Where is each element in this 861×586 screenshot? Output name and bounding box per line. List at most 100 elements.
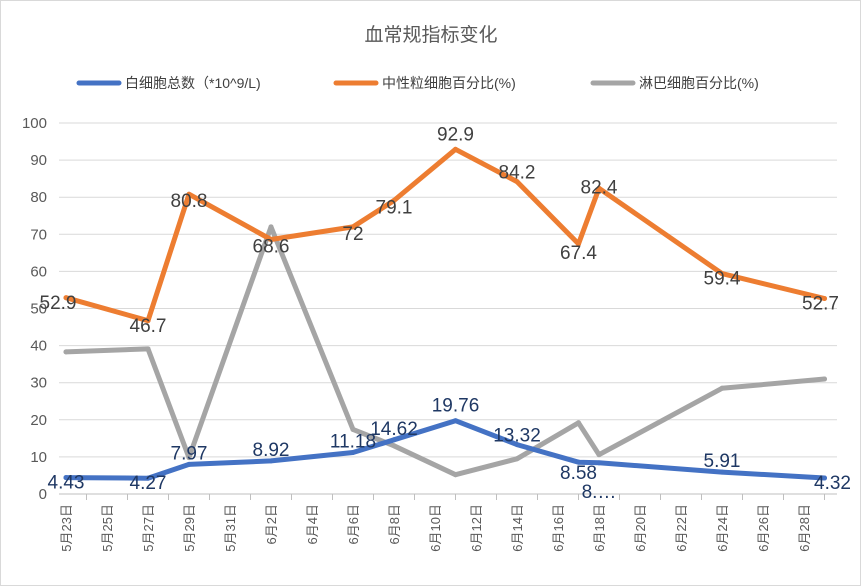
data-label: 7.97	[171, 443, 208, 464]
x-tick-label: 6月10日	[428, 504, 443, 552]
y-tick-label: 80	[30, 189, 47, 206]
data-point	[350, 426, 356, 432]
data-point	[63, 349, 69, 355]
y-tick-label: 40	[30, 338, 47, 355]
data-point	[453, 418, 458, 424]
data-point	[453, 146, 458, 152]
x-tick-label: 6月6日	[346, 504, 361, 544]
series-line	[63, 418, 827, 481]
x-tick-label: 6月20日	[633, 504, 648, 552]
series-line	[63, 224, 827, 478]
data-point	[822, 376, 827, 382]
x-tick-label: 5月31日	[223, 504, 238, 552]
data-point	[145, 475, 151, 481]
x-tick-label: 5月25日	[100, 504, 115, 552]
data-point	[719, 271, 725, 277]
data-label: 79.1	[376, 198, 413, 219]
x-tick-label: 5月27日	[141, 504, 156, 552]
data-point	[822, 295, 827, 301]
data-point	[186, 455, 192, 461]
x-tick-label: 6月16日	[551, 504, 566, 552]
data-label: 11.18	[330, 432, 376, 453]
data-label: 84.2	[499, 163, 536, 184]
data-label: 72	[342, 224, 363, 245]
data-point	[453, 472, 458, 478]
data-label: 82.4	[581, 177, 618, 198]
x-tick-label: 6月24日	[715, 504, 730, 552]
data-point	[186, 191, 192, 197]
data-label: 59.4	[704, 269, 741, 290]
legend: 白细胞总数（*10^9/L) 中性粒细胞百分比(%) 淋巴细胞百分比(%)	[76, 75, 759, 91]
data-point	[576, 420, 581, 426]
x-axis: 5月23日 5月25日 5月27日 5月29日 5月31日 6月2日 6月4日 6月6日 6月8…	[59, 494, 825, 552]
data-point	[350, 224, 356, 230]
gridlines	[59, 122, 837, 495]
legend-label: 白细胞总数（*10^9/L)	[125, 75, 261, 91]
data-label: 46.7	[130, 316, 167, 337]
y-tick-label: 20	[30, 412, 47, 429]
data-point	[268, 224, 274, 230]
data-point	[63, 475, 69, 481]
y-tick-label: 0	[39, 486, 47, 503]
x-tick-label: 5月23日	[59, 504, 74, 552]
data-label: 14.62	[370, 419, 418, 440]
y-tick-label: 70	[30, 226, 47, 243]
data-point	[514, 179, 520, 185]
x-tick-label: 6月26日	[756, 504, 771, 552]
data-point	[350, 450, 356, 456]
data-label: 5.91	[704, 451, 741, 472]
data-point	[145, 346, 151, 352]
data-point	[63, 295, 69, 301]
data-point	[514, 442, 520, 448]
data-point	[576, 241, 581, 247]
data-point	[391, 443, 397, 449]
y-tick-label: 90	[30, 152, 47, 169]
data-label: 67.4	[560, 243, 597, 264]
data-label: 8.58	[560, 463, 597, 484]
data-label: 92.9	[437, 124, 474, 145]
data-point	[145, 318, 151, 324]
data-label: 13.32	[493, 426, 541, 447]
data-label: 8.92	[253, 440, 290, 461]
data-point	[822, 475, 827, 481]
x-tick-label: 6月2日	[264, 504, 279, 544]
y-tick-label: 30	[30, 375, 47, 392]
series-line	[63, 146, 827, 324]
y-tick-label: 100	[22, 115, 47, 132]
data-point	[268, 458, 274, 464]
data-label: 19.76	[432, 396, 480, 417]
data-label: 52.7	[802, 293, 839, 314]
y-axis: 0 10 20 30 40 50 60 70 80 90 100	[22, 115, 47, 503]
data-label: 4.27	[130, 473, 167, 494]
data-point	[391, 437, 397, 443]
series-lines	[63, 146, 827, 481]
x-tick-label: 6月8日	[387, 504, 402, 544]
x-tick-label: 6月14日	[510, 504, 525, 552]
data-label: 4.32	[814, 473, 851, 494]
legend-label: 中性粒细胞百分比(%)	[382, 75, 516, 91]
data-point	[391, 198, 397, 204]
y-tick-label: 50	[30, 301, 47, 318]
data-point	[596, 452, 602, 458]
x-tick-label: 6月28日	[797, 504, 812, 552]
y-tick-label: 10	[30, 449, 47, 466]
legend-label: 淋巴细胞百分比(%)	[639, 75, 759, 91]
data-point	[596, 185, 602, 191]
data-point	[186, 461, 192, 467]
data-label: 80.8	[171, 191, 208, 212]
data-label: 8.…	[582, 482, 617, 503]
data-point	[514, 456, 520, 462]
data-point	[596, 460, 602, 466]
x-tick-label: 6月12日	[469, 504, 484, 552]
chart-title: 血常规指标变化	[364, 24, 497, 46]
data-label: 52.9	[40, 293, 77, 314]
x-tick-label: 5月29日	[182, 504, 197, 552]
x-tick-label: 6月18日	[592, 504, 607, 552]
x-tick-label: 6月22日	[674, 504, 689, 552]
y-tick-label: 60	[30, 263, 47, 280]
data-point	[268, 236, 274, 242]
data-label: 68.6	[253, 237, 290, 258]
